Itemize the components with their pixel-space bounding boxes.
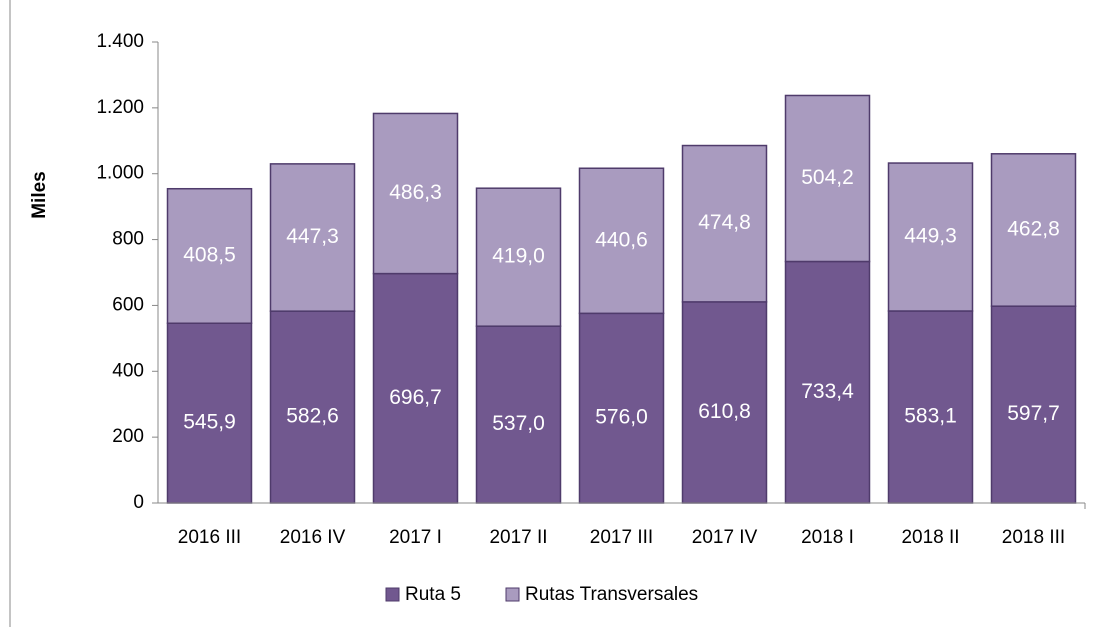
y-tick-label: 200 — [112, 426, 144, 447]
data-label: 696,7 — [389, 386, 442, 409]
data-label: 504,2 — [801, 166, 854, 189]
data-label: 537,0 — [492, 412, 545, 435]
bar-segment — [578, 167, 665, 315]
y-tick-label: 600 — [112, 294, 144, 315]
y-tick-label: 1.000 — [96, 163, 144, 184]
data-label: 597,7 — [1007, 402, 1060, 425]
y-tick-label: 1.200 — [96, 97, 144, 118]
data-label: 462,8 — [1007, 218, 1060, 241]
bar-segment — [372, 272, 459, 504]
data-label: 610,8 — [698, 400, 751, 423]
y-tick-label: 0 — [133, 492, 144, 513]
bar-segment — [784, 260, 871, 504]
bar-segment — [681, 301, 768, 504]
x-tick-label: 2017 III — [590, 527, 653, 548]
legend-swatch — [385, 587, 400, 602]
data-label: 408,5 — [183, 244, 236, 267]
data-label: 447,3 — [286, 225, 339, 248]
bar-segment — [887, 162, 974, 312]
x-tick-label: 2016 III — [178, 527, 241, 548]
x-tick-label: 2017 I — [389, 527, 442, 548]
y-tick-label: 400 — [112, 360, 144, 381]
bar-segment — [681, 144, 768, 303]
legend-label: Rutas Transversales — [525, 584, 698, 605]
x-tick-label: 2017 IV — [692, 527, 758, 548]
data-label: 583,1 — [904, 405, 957, 428]
data-label: 545,9 — [183, 411, 236, 434]
data-label: 733,4 — [801, 380, 854, 403]
data-label: 582,6 — [286, 405, 339, 428]
data-label: 576,0 — [595, 406, 648, 429]
data-label: 419,0 — [492, 245, 545, 268]
x-tick-label: 2018 III — [1002, 527, 1065, 548]
y-tick-label: 1.400 — [96, 31, 144, 52]
legend-label: Ruta 5 — [405, 584, 461, 605]
bar-segment — [269, 163, 356, 312]
bar-segment — [990, 153, 1077, 307]
x-tick-label: 2017 II — [489, 527, 547, 548]
legend-swatch — [505, 587, 520, 602]
y-tick-label: 800 — [112, 229, 144, 250]
x-tick-label: 2016 IV — [280, 527, 346, 548]
data-label: 486,3 — [389, 181, 442, 204]
y-axis-label: Miles — [29, 171, 50, 219]
bar-segment — [166, 187, 253, 324]
x-tick-label: 2018 I — [801, 527, 854, 548]
bar-segment — [475, 187, 562, 327]
data-label: 440,6 — [595, 228, 648, 251]
x-tick-label: 2018 II — [901, 527, 959, 548]
bar-segment — [372, 112, 459, 275]
bar-segment — [578, 312, 665, 504]
bar-segment — [784, 94, 871, 263]
bar-segment — [475, 325, 562, 504]
data-label: 474,8 — [698, 211, 751, 234]
data-label: 449,3 — [904, 225, 957, 248]
